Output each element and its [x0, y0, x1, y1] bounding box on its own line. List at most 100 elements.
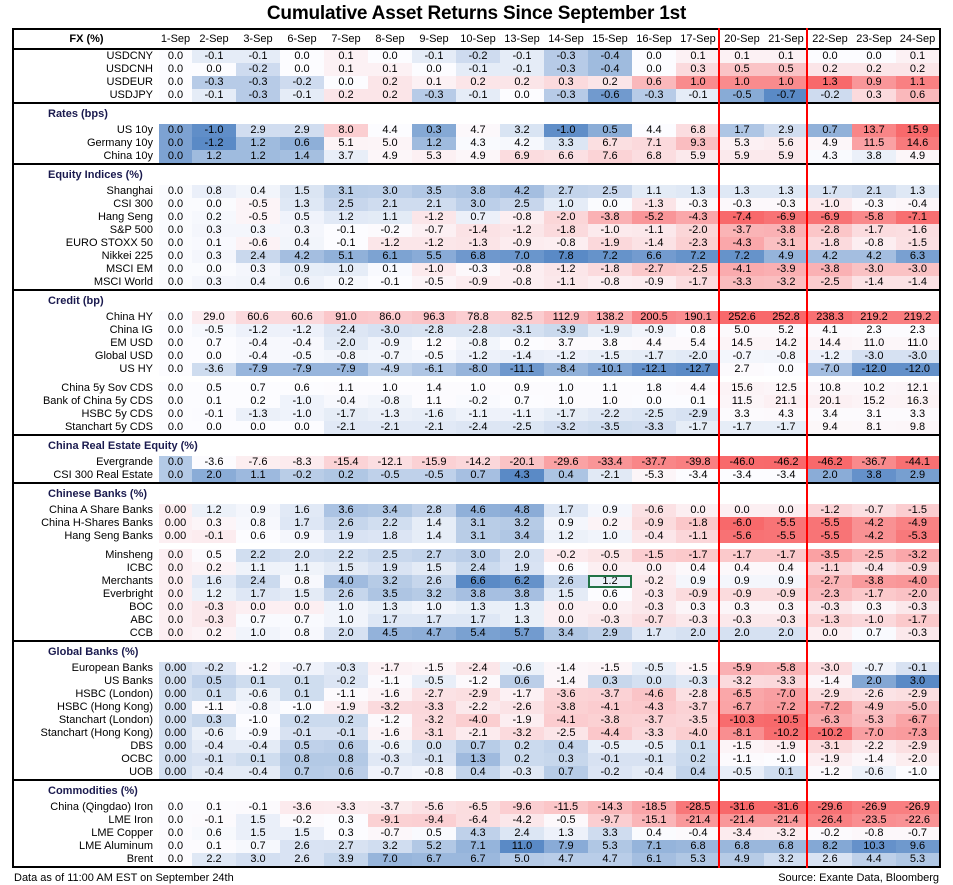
value-cell[interactable]: -0.8 [500, 276, 544, 290]
value-cell[interactable]: -3.7 [632, 714, 676, 727]
value-cell[interactable]: 3.4 [808, 408, 852, 421]
value-cell[interactable]: -5.3 [852, 714, 896, 727]
value-cell[interactable]: -0.3 [676, 675, 720, 688]
value-cell[interactable]: -9.7 [588, 814, 632, 827]
value-cell[interactable]: 9.8 [896, 421, 940, 435]
value-cell[interactable]: -1.7 [852, 588, 896, 601]
value-cell[interactable]: -15.4 [324, 456, 368, 469]
value-cell[interactable]: 6.6 [632, 250, 676, 263]
value-cell[interactable]: 0.9 [764, 575, 808, 588]
value-cell[interactable]: 1.0 [588, 530, 632, 543]
value-cell[interactable]: 3.3 [588, 827, 632, 840]
value-cell[interactable]: -1.0 [764, 753, 808, 766]
value-cell[interactable]: -1.2 [236, 662, 280, 675]
value-cell[interactable]: 3.8 [588, 337, 632, 350]
value-cell[interactable]: 3.1 [852, 408, 896, 421]
value-cell[interactable]: 1.0 [236, 627, 280, 641]
value-cell[interactable]: -3.2 [368, 701, 412, 714]
value-cell[interactable]: 0.1 [720, 49, 764, 63]
value-cell[interactable]: 1.0 [544, 395, 588, 408]
value-cell[interactable]: -1.4 [500, 350, 544, 363]
value-cell[interactable]: 1.7 [236, 588, 280, 601]
value-cell[interactable]: -1.8 [544, 224, 588, 237]
value-cell[interactable]: -1.4 [808, 675, 852, 688]
value-cell[interactable]: 0.00 [159, 662, 192, 675]
value-cell[interactable]: -8.0 [456, 363, 500, 376]
value-cell[interactable]: 1.5 [324, 562, 368, 575]
value-cell[interactable]: -3.5 [676, 714, 720, 727]
value-cell[interactable]: -0.9 [764, 588, 808, 601]
value-cell[interactable]: -0.5 [412, 276, 456, 290]
value-cell[interactable]: -0.4 [896, 198, 940, 211]
value-cell[interactable]: 0.0 [159, 395, 192, 408]
value-cell[interactable]: -3.8 [544, 701, 588, 714]
value-cell[interactable]: 0.00 [159, 753, 192, 766]
value-cell[interactable]: -2.0 [896, 588, 940, 601]
value-cell[interactable]: -0.4 [236, 337, 280, 350]
value-cell[interactable]: -0.1 [280, 89, 324, 103]
column-header[interactable]: 22-Sep [808, 29, 852, 50]
value-cell[interactable]: 3.2 [764, 853, 808, 867]
value-cell[interactable]: 1.3 [676, 185, 720, 198]
value-cell[interactable]: 0.6 [588, 588, 632, 601]
value-cell[interactable]: 5.3 [896, 853, 940, 867]
value-cell[interactable]: -2.9 [456, 688, 500, 701]
value-cell[interactable]: -1.8 [808, 237, 852, 250]
value-cell[interactable]: 2.0 [852, 675, 896, 688]
value-cell[interactable]: -4.1 [720, 263, 764, 276]
value-cell[interactable]: 2.6 [280, 840, 324, 853]
value-cell[interactable]: 6.6 [544, 150, 588, 164]
value-cell[interactable]: 0.5 [720, 63, 764, 76]
value-cell[interactable]: 0.0 [159, 49, 192, 63]
value-cell[interactable]: 5.9 [676, 150, 720, 164]
value-cell[interactable]: 0.0 [632, 675, 676, 688]
value-cell[interactable]: 0.6 [324, 766, 368, 780]
value-cell[interactable]: 3.8 [456, 588, 500, 601]
value-cell[interactable]: 0.0 [159, 827, 192, 840]
value-cell[interactable]: -1.7 [720, 421, 764, 435]
value-cell[interactable]: -3.7 [720, 224, 764, 237]
value-cell[interactable]: 4.2 [500, 185, 544, 198]
value-cell[interactable]: 0.7 [456, 740, 500, 753]
value-cell[interactable]: 0.7 [280, 614, 324, 627]
value-cell[interactable]: 1.5 [236, 814, 280, 827]
value-cell[interactable]: -1.2 [456, 350, 500, 363]
value-cell[interactable]: -0.2 [280, 469, 324, 483]
value-cell[interactable]: 0.5 [412, 827, 456, 840]
value-cell[interactable]: 6.7 [412, 853, 456, 867]
value-cell[interactable]: 0.0 [368, 49, 412, 63]
value-cell[interactable]: -7.9 [236, 363, 280, 376]
value-cell[interactable]: 1.1 [280, 562, 324, 575]
value-cell[interactable]: 0.4 [676, 766, 720, 780]
value-cell[interactable]: -0.3 [764, 198, 808, 211]
value-cell[interactable]: 5.3 [720, 137, 764, 150]
value-cell[interactable]: 3.0 [456, 198, 500, 211]
value-cell[interactable]: -1.7 [676, 276, 720, 290]
value-cell[interactable]: -44.1 [896, 456, 940, 469]
value-cell[interactable]: -0.9 [632, 517, 676, 530]
value-cell[interactable]: -1.0 [412, 263, 456, 276]
value-cell[interactable]: 0.00 [159, 766, 192, 780]
value-cell[interactable]: 1.0 [368, 382, 412, 395]
value-cell[interactable]: 6.3 [896, 250, 940, 263]
value-cell[interactable]: 0.0 [159, 363, 192, 376]
value-cell[interactable]: 1.7 [632, 627, 676, 641]
value-cell[interactable]: 1.7 [280, 517, 324, 530]
value-cell[interactable]: -3.0 [896, 263, 940, 276]
value-cell[interactable]: 0.1 [764, 766, 808, 780]
value-cell[interactable]: -1.4 [456, 224, 500, 237]
value-cell[interactable]: 0.0 [852, 49, 896, 63]
value-cell[interactable]: 0.0 [159, 350, 192, 363]
value-cell[interactable]: 3.8 [852, 469, 896, 483]
value-cell[interactable]: -0.4 [588, 63, 632, 76]
value-cell[interactable]: -7.0 [808, 363, 852, 376]
value-cell[interactable]: -0.3 [324, 662, 368, 675]
value-cell[interactable]: 0.4 [632, 827, 676, 840]
value-cell[interactable]: -3.0 [368, 324, 412, 337]
value-cell[interactable]: 0.00 [159, 530, 192, 543]
value-cell[interactable]: 0.2 [852, 63, 896, 76]
value-cell[interactable]: 1.4 [412, 382, 456, 395]
value-cell[interactable]: 3.1 [456, 517, 500, 530]
value-cell[interactable]: 0.0 [159, 198, 192, 211]
value-cell[interactable]: -10.2 [764, 727, 808, 740]
